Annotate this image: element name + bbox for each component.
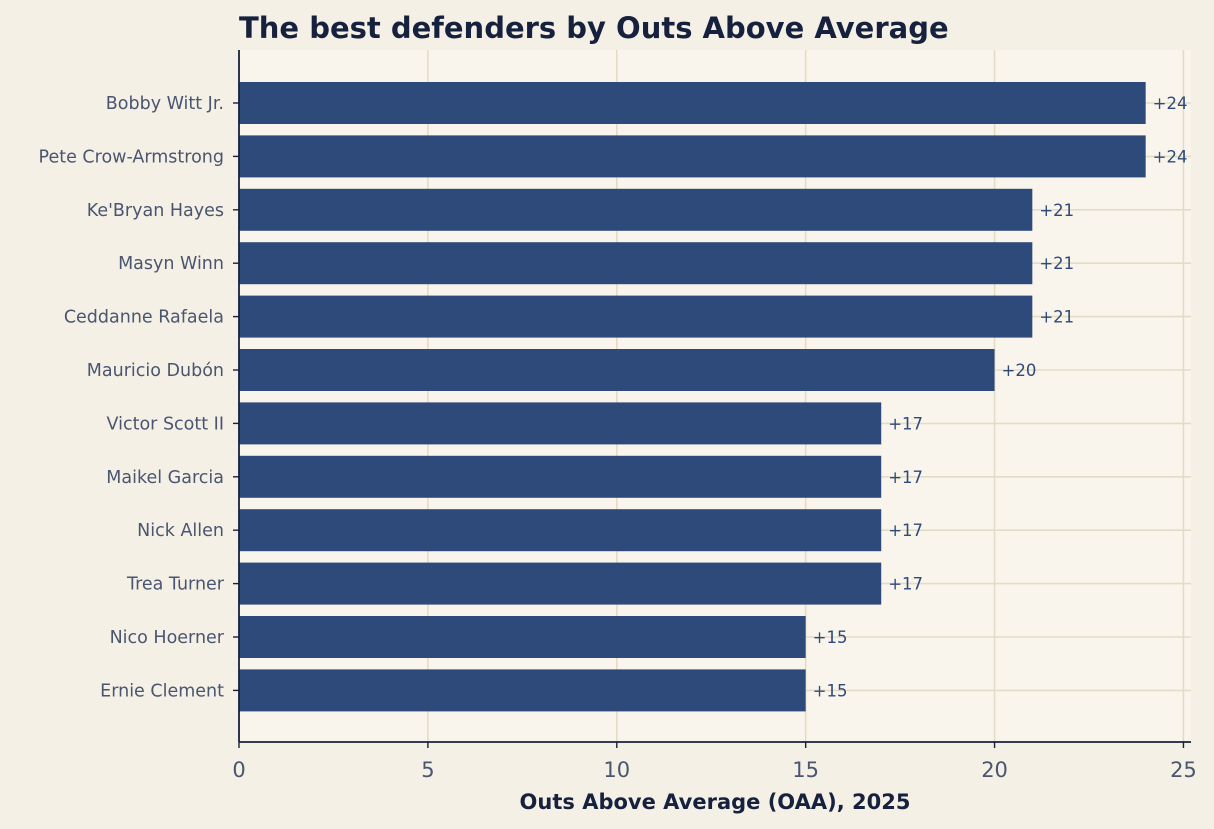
data-label: +20 (1002, 361, 1037, 380)
x-tick-label: 5 (421, 758, 434, 782)
y-tick-label: Victor Scott II (107, 414, 224, 434)
y-tick-label: Bobby Witt Jr. (106, 94, 224, 114)
data-label: +17 (888, 521, 923, 540)
y-tick-labels: Bobby Witt Jr. Pete Crow-Armstrong Ke'Brya… (39, 94, 239, 701)
data-label: +21 (1039, 308, 1074, 327)
data-label: +24 (1153, 94, 1188, 113)
bar (239, 242, 1033, 285)
y-tick-label: Maikel Garcia (106, 468, 224, 488)
bar (239, 669, 806, 712)
data-label: +21 (1039, 201, 1074, 220)
bar (239, 616, 806, 658)
x-tick-label: 0 (232, 758, 245, 782)
x-tick-label: 15 (792, 758, 819, 782)
y-tick-label: Pete Crow-Armstrong (39, 147, 224, 167)
data-label: +17 (888, 575, 923, 594)
bar (239, 455, 882, 498)
y-tick-label: Masyn Winn (118, 254, 224, 274)
data-label: +15 (813, 628, 848, 647)
bar (239, 82, 1146, 124)
data-label: +17 (888, 468, 923, 487)
bar (239, 188, 1033, 231)
bar (239, 509, 882, 552)
data-label: +24 (1153, 147, 1188, 166)
y-tick-label: Ke'Bryan Hayes (87, 201, 224, 221)
bar (239, 135, 1146, 178)
y-tick-label: Ernie Clement (100, 681, 224, 701)
data-label: +17 (888, 414, 923, 433)
y-tick-label: Nico Hoerner (110, 628, 225, 648)
x-tick-label: 10 (603, 758, 630, 782)
data-label: +21 (1039, 254, 1074, 273)
x-tick-label: 20 (981, 758, 1008, 782)
chart-title: The best defenders by Outs Above Average (239, 11, 949, 45)
bar (239, 295, 1033, 338)
x-tick-labels: 0 5 10 15 20 25 (232, 742, 1197, 782)
y-tick-label: Mauricio Dubón (87, 361, 224, 381)
data-labels: +24 +24 +21 +21 +21 +20 +17 +17 +17 +17 +15 +15 (813, 94, 1188, 700)
x-axis-title: Outs Above Average (OAA), 2025 (520, 790, 911, 814)
y-tick-label: Trea Turner (126, 575, 225, 595)
bar (239, 562, 882, 605)
bars (239, 82, 1146, 712)
data-label: +15 (813, 681, 848, 700)
bar (239, 349, 995, 391)
bar (239, 402, 882, 445)
x-tick-label: 25 (1170, 758, 1197, 782)
y-tick-label: Nick Allen (137, 521, 224, 541)
y-tick-label: Ceddanne Rafaela (64, 308, 224, 328)
